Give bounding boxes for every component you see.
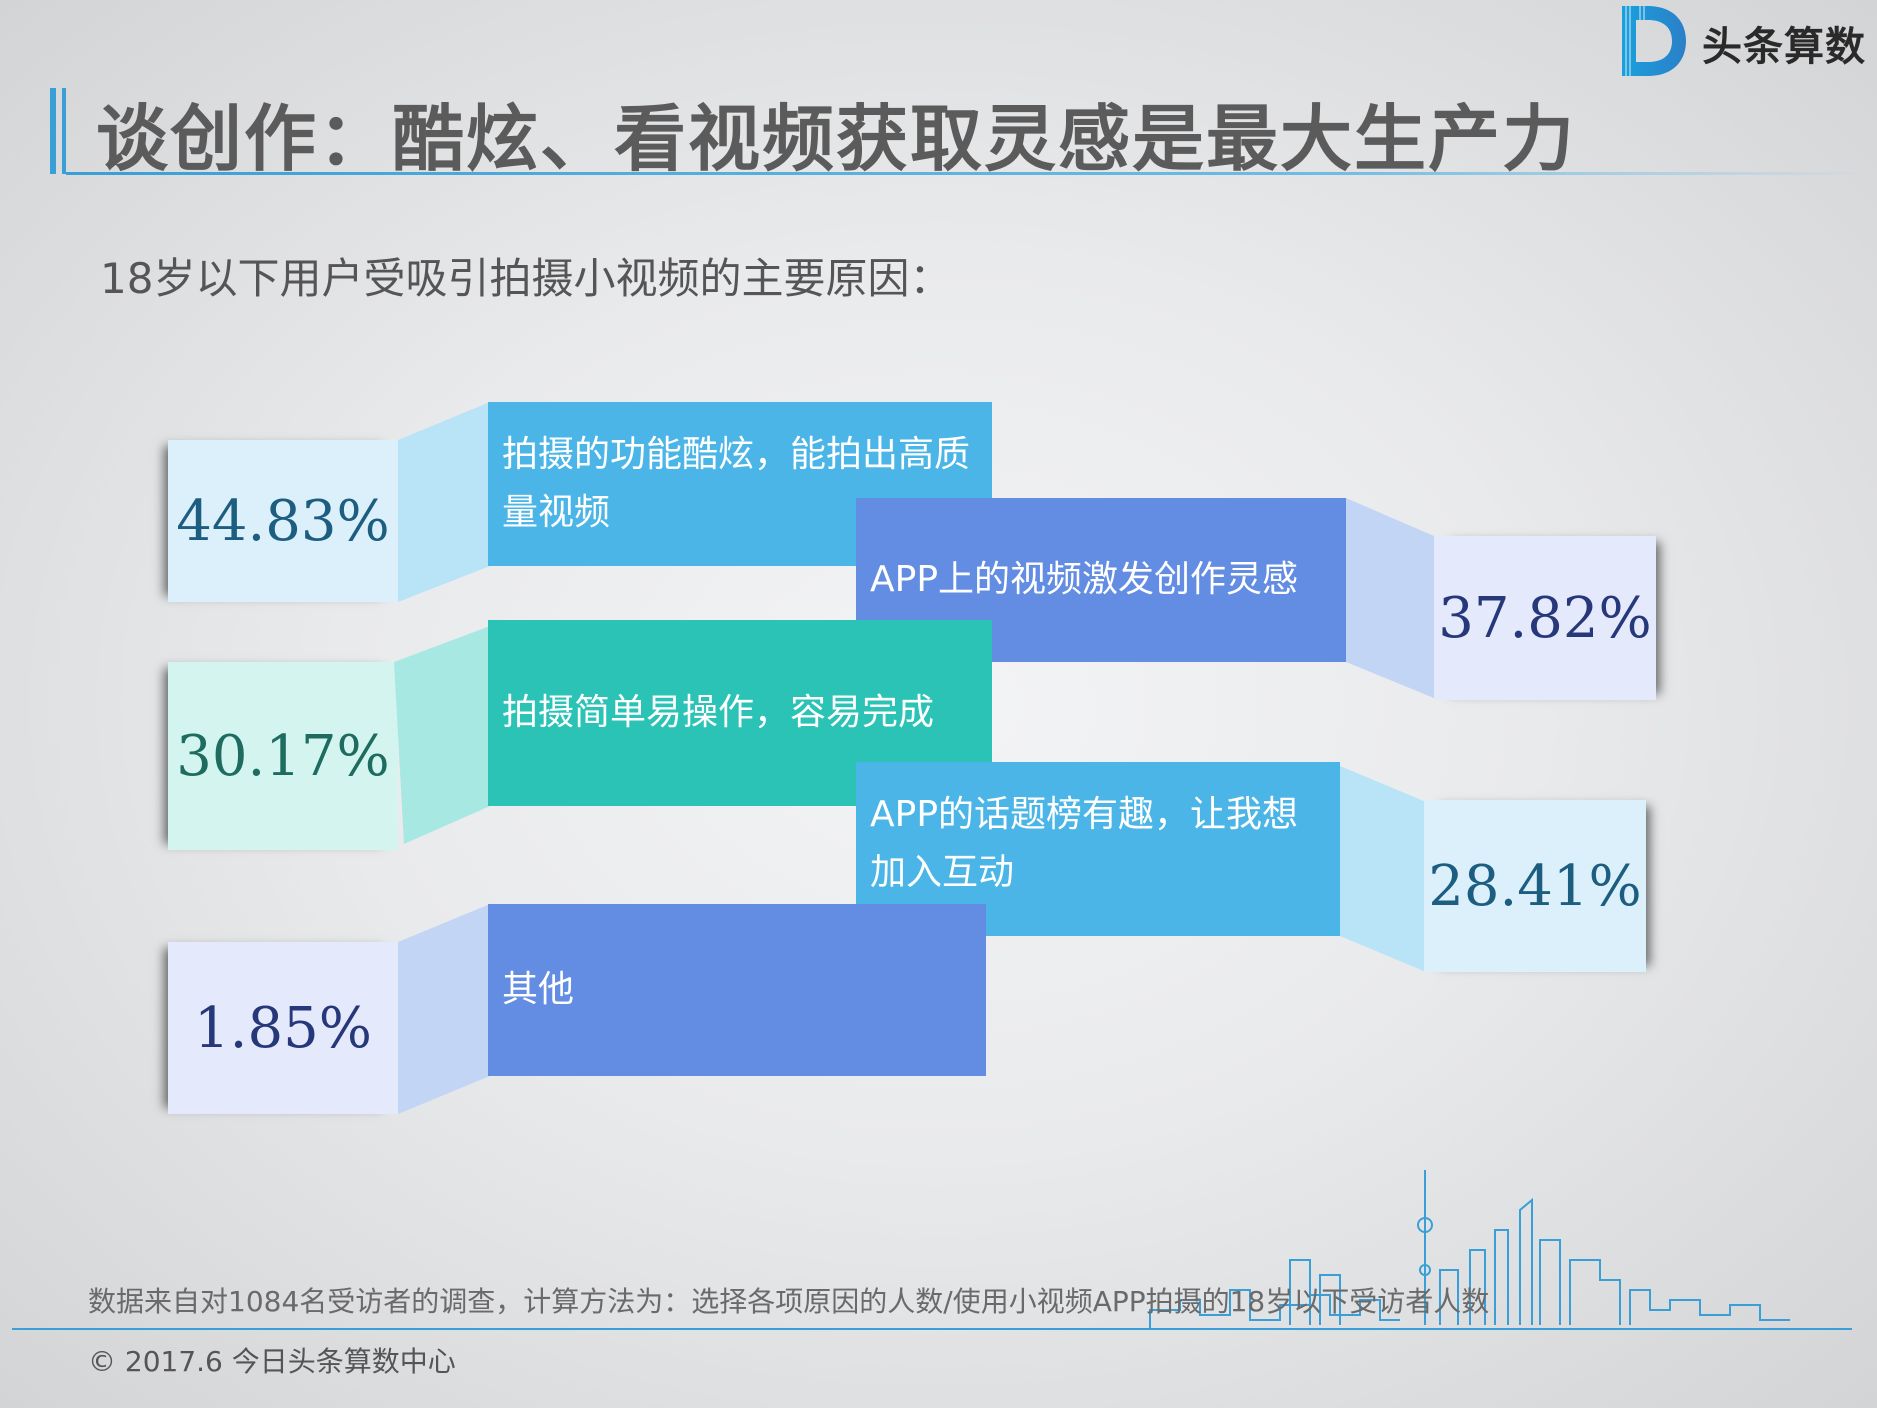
connector-2: [1346, 498, 1434, 698]
brand-logo-text: 头条算数: [1702, 24, 1866, 70]
reason-label-1-line1: 拍摄的功能酷炫，能拍出高质: [502, 434, 971, 475]
chart-subtitle: 18岁以下用户受吸引拍摄小视频的主要原因：: [100, 254, 952, 303]
title-underline: [66, 172, 1866, 175]
reason-label-4-line1: APP的话题榜有趣，让我想: [870, 794, 1299, 835]
value-box-2: 37.82%: [1434, 536, 1656, 700]
value-box-4: 28.41%: [1424, 800, 1646, 972]
city-skyline-illustration: [1149, 1170, 1790, 1330]
value-box-3: 30.17%: [168, 662, 398, 850]
connector-3: [394, 626, 490, 844]
connector-5: [398, 904, 490, 1114]
copyright-text: © 2017.6 今日头条算数中心: [88, 1345, 456, 1378]
title-accent-bar-thin: [62, 88, 66, 174]
reason-box-4: APP的话题榜有趣，让我想 加入互动: [856, 762, 1340, 936]
value-text-4: 28.41%: [1428, 853, 1642, 919]
reason-label-2: APP上的视频激发创作灵感: [870, 559, 1299, 600]
value-box-1: 44.83%: [168, 440, 398, 602]
connector-4: [1340, 766, 1426, 972]
page-title: 谈创作：酷炫、看视频获取灵感是最大生产力: [96, 96, 1577, 181]
value-text-3: 30.17%: [176, 723, 390, 789]
reason-label-5: 其他: [502, 969, 575, 1010]
reason-box-1: 拍摄的功能酷炫，能拍出高质 量视频: [488, 402, 992, 566]
D-logo-icon: [1622, 6, 1686, 76]
value-text-2: 37.82%: [1438, 585, 1652, 651]
data-source-note: 数据来自对1084名受访者的调查，计算方法为：选择各项原因的人数/使用小视频AP…: [88, 1285, 1490, 1318]
reason-label-1-line2: 量视频: [502, 492, 611, 533]
title-accent-bar: [50, 88, 56, 174]
reason-label-3: 拍摄简单易操作，容易完成: [502, 692, 935, 733]
value-box-5: 1.85%: [168, 942, 398, 1114]
value-text-1: 44.83%: [176, 488, 390, 554]
reason-box-5: 其他: [488, 904, 986, 1076]
connector-1: [398, 402, 490, 602]
value-text-5: 1.85%: [194, 995, 372, 1061]
reason-label-4-line2: 加入互动: [870, 852, 1015, 893]
footer-divider: [12, 1328, 1852, 1330]
